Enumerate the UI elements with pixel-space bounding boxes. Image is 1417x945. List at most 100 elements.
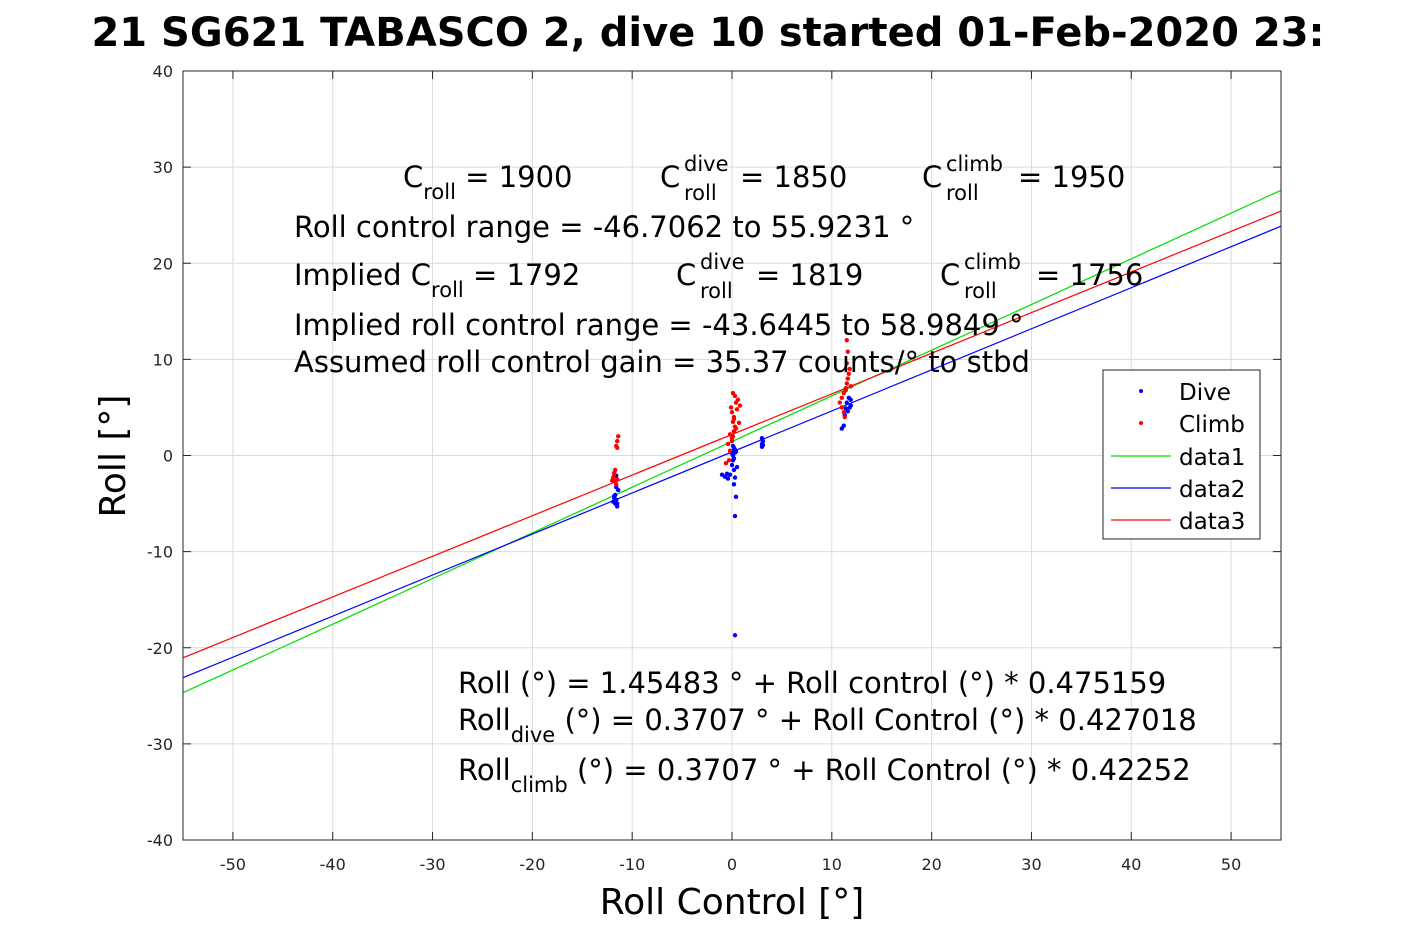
climb-point: [734, 407, 740, 412]
fit-dive-equation: (°) = 0.3707 ° + Roll Control (°) * 0.42…: [555, 703, 1196, 737]
y-tick-label: 10: [153, 350, 173, 369]
x-tick-label: 40: [1121, 855, 1141, 874]
climb-point: [735, 397, 741, 402]
climb-point: [727, 432, 733, 437]
climb-point: [844, 337, 849, 343]
dive-point: [760, 442, 766, 448]
x-tick-label: 50: [1221, 855, 1241, 874]
c-roll-dive-subscript: roll: [684, 181, 717, 205]
fit-dive-subscript: dive: [511, 723, 556, 747]
annotation-fit-climb: Rollclimb (°) = 0.3707 ° + Roll Control …: [458, 753, 1191, 797]
c-roll-dive-superscript: dive: [684, 152, 729, 176]
climb-point: [837, 400, 843, 405]
fit-climb-subscript: climb: [511, 773, 568, 797]
climb-point: [731, 416, 737, 422]
x-tick-label: -20: [519, 855, 545, 874]
c-roll-climb-subscript: roll: [946, 181, 979, 205]
dive-point: [734, 464, 740, 470]
climb-point: [614, 482, 619, 487]
dive-point: [759, 435, 765, 441]
implied-c-dive-subscript: roll: [700, 279, 733, 303]
climb-point: [847, 366, 852, 372]
dive-point: [732, 633, 738, 638]
y-tick-label: 0: [163, 447, 173, 466]
c-roll-climb-symbol: C: [922, 160, 942, 194]
climb-point: [729, 410, 735, 415]
dive-point: [727, 472, 733, 477]
climb-point: [839, 405, 844, 410]
implied-c-climb-subscript: roll: [964, 279, 997, 303]
x-tick-label: 10: [822, 855, 842, 874]
dive-point: [843, 406, 848, 411]
annotation-fit-dive: Rolldive (°) = 0.3707 ° + Roll Control (…: [458, 703, 1197, 747]
implied-c-roll-subscript: roll: [431, 278, 464, 302]
dive-point: [613, 492, 618, 498]
implied-c-roll-symbol: Implied C: [294, 258, 431, 292]
annotation-implied-range: Implied roll control range = -43.6445 to…: [294, 308, 1024, 342]
implied-c-dive-superscript: dive: [700, 250, 745, 274]
climb-point: [842, 414, 847, 420]
annotation-implied-constants: Implied Croll = 1792 C dive roll = 1819 …: [294, 242, 1143, 305]
y-ticks: -40 -30 -20 -10 0 10 20 30 40: [147, 62, 1281, 850]
climb-point: [613, 467, 618, 473]
annotation-fit-overall: Roll (°) = 1.45483 ° + Roll control (°) …: [458, 666, 1166, 700]
c-roll-dive-value: = 1850: [740, 160, 847, 194]
c-roll-climb-superscript: climb: [946, 152, 1003, 176]
data-points: [610, 337, 853, 638]
legend-box: [1102, 369, 1261, 540]
climb-point: [839, 395, 844, 401]
x-tick-label: -50: [220, 855, 246, 874]
dive-point: [731, 467, 737, 473]
climb-point: [610, 478, 615, 483]
annotation-gain-constants: Croll = 1900 C dive roll = 1850 C climb …: [403, 144, 1125, 207]
implied-c-dive-value: = 1819: [756, 258, 863, 292]
legend-climb-label: Climb: [1179, 412, 1245, 438]
dive-point: [731, 482, 737, 487]
legend-climb-marker: [1139, 421, 1143, 425]
y-tick-label: 30: [153, 158, 173, 177]
climb-point: [615, 477, 620, 482]
c-roll-climb-value: = 1950: [1018, 160, 1125, 194]
fit-climb-roll: Roll: [458, 753, 511, 787]
legend-data2-label: data2: [1179, 477, 1245, 503]
climb-point: [841, 410, 846, 415]
legend-data3-label: data3: [1179, 509, 1245, 535]
y-axis-label: Roll [°]: [93, 395, 134, 518]
climb-point: [615, 438, 620, 444]
climb-point: [848, 384, 853, 389]
implied-c-climb-value: = 1756: [1036, 258, 1143, 292]
climb-point: [733, 426, 739, 431]
dive-point: [841, 423, 846, 428]
c-roll-value: = 1900: [456, 160, 573, 194]
climb-point: [844, 361, 849, 366]
c-roll-subscript: roll: [423, 180, 456, 204]
dive-point: [848, 403, 853, 408]
x-tick-label: -40: [320, 855, 346, 874]
dive-point: [844, 400, 849, 405]
climb-point: [615, 445, 620, 451]
dive-point: [732, 447, 738, 452]
c-roll-dive-symbol: C: [660, 160, 680, 194]
x-axis-label: Roll Control [°]: [600, 882, 865, 923]
implied-c-roll-value: = 1792: [464, 258, 581, 292]
dive-point: [725, 476, 731, 481]
climb-point: [844, 381, 849, 386]
y-tick-label: 20: [153, 254, 173, 273]
implied-c-dive-symbol: C: [676, 258, 696, 292]
legend-data1-label: data1: [1179, 445, 1245, 471]
c-roll-symbol: C: [403, 160, 423, 194]
x-ticks: -50 -40 -30 -20 -10 0 10 20 30 40 50: [220, 71, 1241, 874]
implied-c-climb-superscript: climb: [964, 250, 1021, 274]
climb-point: [616, 434, 621, 439]
climb-point: [725, 441, 731, 447]
annotation-roll-control-range: Roll control range = -46.7062 to 55.9231…: [294, 210, 914, 244]
climb-point: [737, 403, 743, 408]
y-tick-label: 40: [153, 62, 173, 81]
dive-point: [732, 513, 738, 519]
annotation-gain: Assumed roll control gain = 35.37 counts…: [294, 345, 1030, 379]
y-tick-label: -20: [147, 639, 173, 658]
climb-point: [727, 448, 733, 453]
climb-point: [612, 472, 617, 477]
y-tick-label: -10: [147, 543, 173, 562]
